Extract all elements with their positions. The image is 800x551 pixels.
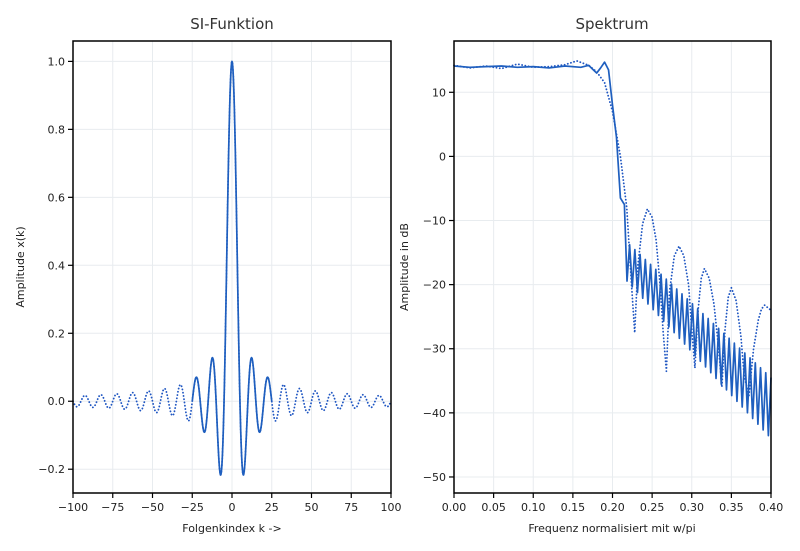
chart-title-spektrum: Spektrum (575, 15, 648, 33)
chart-spektrum: 0.00 0.05 0.10 0.15 0.20 0.25 0.30 0.35 0.40 −50 −… (398, 15, 783, 535)
series-line-dotted (72, 60, 392, 476)
x-tick-label: 0.30 (680, 501, 705, 514)
series-group-spektrum (453, 59, 772, 437)
y-tick-label: 10 (432, 86, 446, 99)
x-tick-label: 100 (381, 501, 402, 514)
x-tick-label: 25 (265, 501, 279, 514)
y-tick-label: −40 (423, 407, 446, 420)
chart-title-si-funktion: SI-Funktion (190, 15, 274, 33)
x-tick-label: 0.40 (759, 501, 784, 514)
y-tick-label: −30 (423, 343, 446, 356)
y-tick-label: −50 (423, 471, 446, 484)
x-tick-label: 0.10 (521, 501, 546, 514)
x-tick-label: 0.15 (561, 501, 586, 514)
y-tick-label: 0.0 (48, 395, 66, 408)
x-tick-label: 0.25 (640, 501, 665, 514)
grid-si-funktion (72, 41, 392, 493)
y-tick-label: −0.2 (38, 463, 65, 476)
x-tick-label: 0.35 (719, 501, 744, 514)
y-tick-label: −10 (423, 215, 446, 228)
x-tick-label: 50 (305, 501, 319, 514)
y-tick-label: 0.4 (48, 259, 66, 272)
ticks-si-funktion: −100 −75 −50 −25 0 25 50 75 100 −0.2 0.0 0.2 0.4 0.6 0… (38, 55, 401, 514)
x-axis-label-si-funktion: Folgenkindex k -> (182, 522, 281, 535)
x-tick-label: 0.00 (442, 501, 467, 514)
x-tick-label: −50 (141, 501, 164, 514)
y-tick-label: 0.2 (48, 327, 66, 340)
x-axis-label-spektrum: Frequenz normalisiert mit w/pi (528, 522, 695, 535)
y-tick-label: 1.0 (48, 55, 66, 68)
series-line-dotted (453, 59, 772, 398)
x-tick-label: −25 (181, 501, 204, 514)
x-tick-label: −75 (101, 501, 124, 514)
x-tick-label: 0.05 (481, 501, 506, 514)
x-tick-label: 0.20 (600, 501, 625, 514)
series-line-solid (453, 61, 772, 437)
y-axis-label-si-funktion: Amplitude x(k) (14, 226, 27, 307)
x-tick-label: −100 (58, 501, 88, 514)
x-tick-label: 75 (344, 501, 358, 514)
series-line-solid (191, 60, 273, 476)
y-tick-label: 0.6 (48, 191, 66, 204)
y-axis-label-spektrum: Amplitude in dB (398, 223, 411, 311)
y-tick-label: −20 (423, 279, 446, 292)
y-tick-label: 0.8 (48, 123, 66, 136)
y-tick-label: 0 (439, 150, 446, 163)
series-group-si-funktion (72, 60, 392, 476)
ticks-spektrum: 0.00 0.05 0.10 0.15 0.20 0.25 0.30 0.35 0.40 −50 −… (423, 86, 783, 514)
x-tick-label: 0 (229, 501, 236, 514)
chart-si-funktion: −100 −75 −50 −25 0 25 50 75 100 −0.2 0.0 0.2 0.4 0.6 0… (14, 15, 402, 535)
